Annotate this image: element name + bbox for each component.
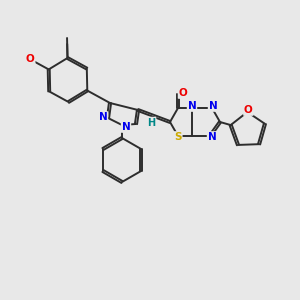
Text: N: N [122,122,130,132]
Text: O: O [178,88,188,98]
Text: N: N [208,132,216,142]
Text: N: N [188,101,196,111]
Text: N: N [208,101,217,111]
Text: N: N [99,112,107,122]
Text: H: H [148,118,156,128]
Text: O: O [26,54,35,64]
Text: O: O [244,105,253,115]
Text: S: S [174,132,182,142]
